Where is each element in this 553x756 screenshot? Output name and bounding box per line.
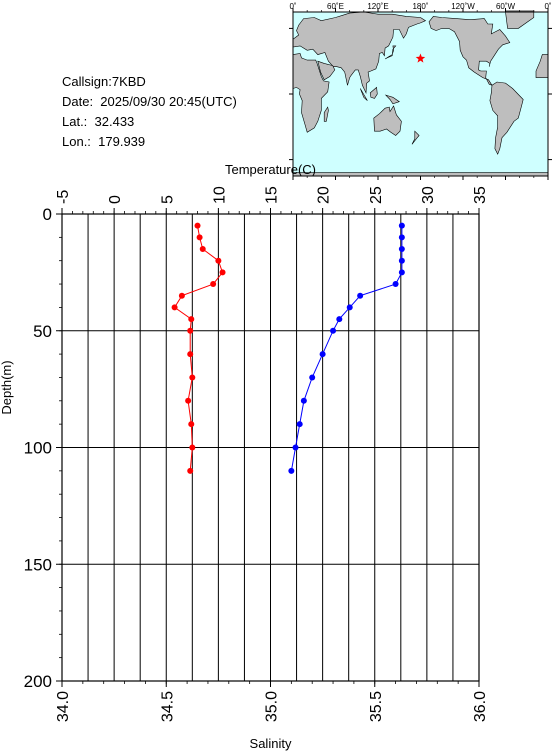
map-land-11	[428, 16, 511, 86]
temperature-data-point	[189, 374, 196, 381]
salinity-data-point	[296, 421, 303, 428]
map-land-10	[411, 130, 420, 145]
map-lon-label: 60˚E	[327, 2, 344, 11]
bottom-axis-tick-label: 34.0	[55, 691, 72, 722]
top-axis-tick-label: 5	[159, 195, 176, 204]
map-land-0	[292, 11, 427, 95]
map-land-9	[323, 106, 329, 122]
map-lon-label: 0˚	[544, 2, 551, 11]
salinity-data-point	[392, 281, 399, 288]
temperature-data-point	[188, 421, 195, 428]
y-axis-tick-label: 150	[24, 555, 52, 574]
temperature-data-point	[194, 222, 201, 229]
station-info: Callsign:7KBD Date: 2025/09/30 20:45(UTC…	[62, 72, 237, 152]
map-land-5	[360, 88, 368, 101]
map-land-1	[292, 53, 330, 133]
map-lon-label: 0˚	[289, 2, 296, 11]
map-lon-label: 60˚W	[496, 2, 516, 11]
top-axis-tick-label: 35	[472, 186, 489, 204]
bottom-axis-tick-label: 35.5	[368, 691, 385, 722]
salinity-data-point	[346, 304, 353, 311]
y-axis-tick-label: 200	[24, 672, 52, 691]
top-axis-tick-label: 10	[211, 186, 228, 204]
profile-chart: -5 0 5 10 15 20 25 30 35 Temperature(C) 34.0 34.5 35…	[0, 150, 553, 751]
bottom-axis-tick-label: 34.5	[159, 691, 176, 722]
y-axis-label: Depth(m)	[0, 360, 14, 414]
date-label: Date: 2025/09/30 20:45(UTC)	[62, 94, 237, 109]
salinity-data-point	[292, 444, 299, 451]
map-land-4	[373, 105, 402, 136]
top-axis-tick-label: 25	[368, 186, 385, 204]
y-axis-tick-label: 100	[24, 439, 52, 458]
salinity-data-point	[288, 467, 295, 474]
temperature-data-point	[219, 269, 226, 276]
map-land-7	[384, 94, 400, 105]
temperature-data-point	[185, 397, 192, 404]
salinity-profile-line	[290, 225, 403, 471]
temperature-data-point	[171, 304, 178, 311]
top-axis-tick-label: 15	[264, 186, 281, 204]
temperature-data-point	[187, 327, 194, 334]
map-lon-label: 120˚E	[367, 2, 388, 11]
map-lon-label: 120˚W	[451, 2, 475, 11]
lon-label: Lon.: 179.939	[62, 134, 146, 149]
top-axis-tick-label: -5	[55, 190, 72, 204]
map-land-6	[369, 86, 378, 99]
salinity-data-point	[319, 351, 326, 358]
salinity-data-point	[330, 327, 337, 334]
salinity-data-point	[309, 374, 316, 381]
temperature-data-point	[187, 467, 194, 474]
lat-label: Lat.: 32.433	[62, 114, 135, 129]
bottom-axis-tick-label: 35.0	[264, 691, 281, 722]
temperature-profile-line	[173, 225, 224, 471]
y-axis-tick-label: 50	[33, 322, 52, 341]
station-marker-icon	[415, 53, 426, 63]
salinity-data-point	[398, 246, 405, 253]
temperature-data-point	[178, 292, 185, 299]
map-land-3	[317, 60, 336, 81]
temperature-data-point	[189, 444, 196, 451]
map-land-13	[489, 81, 524, 155]
top-axis-label: Temperature(C)	[225, 162, 316, 177]
top-axis-tick-label: 0	[107, 195, 124, 204]
top-axis-tick-label: 20	[316, 186, 333, 204]
salinity-data-point	[398, 257, 405, 264]
map-land-8	[384, 45, 397, 60]
temperature-data-point	[199, 246, 206, 253]
temperature-data-point	[210, 281, 217, 288]
callsign-label: Callsign:7KBD	[62, 74, 146, 89]
salinity-data-point	[398, 234, 405, 241]
salinity-data-point	[398, 269, 405, 276]
temperature-data-point	[196, 234, 203, 241]
temperature-data-point	[215, 257, 222, 264]
bottom-axis-label: Salinity	[250, 736, 292, 751]
salinity-data-point	[357, 292, 364, 299]
salinity-data-point	[336, 316, 343, 323]
temperature-data-point	[188, 316, 195, 323]
bottom-axis-tick-label: 36.0	[472, 691, 489, 722]
top-axis-tick-label: 30	[420, 186, 437, 204]
y-axis-tick-label: 0	[43, 205, 52, 224]
salinity-data-point	[300, 397, 307, 404]
salinity-data-point	[398, 222, 405, 229]
temperature-data-point	[187, 351, 194, 358]
map-lon-label: 180˚	[412, 2, 428, 11]
